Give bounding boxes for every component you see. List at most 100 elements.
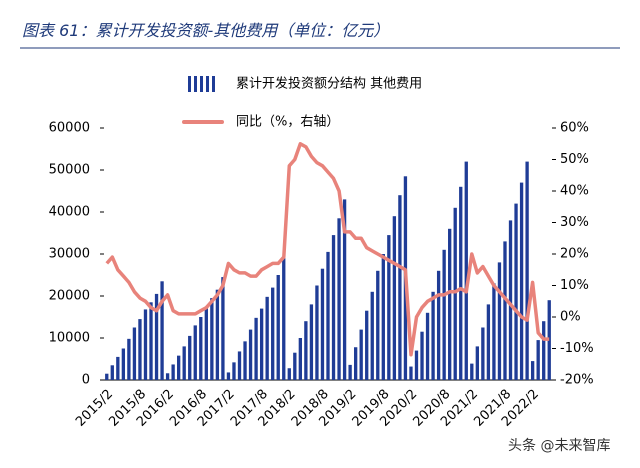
y2-tick-label: 50% <box>560 152 589 167</box>
bar <box>342 199 347 380</box>
bar <box>519 182 524 380</box>
bar <box>232 362 236 380</box>
y2-tick-label: 60% <box>560 121 589 136</box>
bar <box>530 361 535 380</box>
bar <box>204 306 208 380</box>
bar <box>414 350 419 380</box>
y-tick-label: 30000 <box>49 247 90 262</box>
bar <box>143 309 148 380</box>
bar <box>481 327 485 380</box>
bar <box>315 285 319 380</box>
y2-tick-label: -10% <box>560 341 594 356</box>
bar <box>331 235 336 380</box>
bar <box>237 351 242 380</box>
y2-tick-label: 20% <box>560 247 589 262</box>
bar <box>138 319 142 380</box>
bar <box>127 338 131 380</box>
bar <box>359 329 363 380</box>
y-tick-label: 20000 <box>49 289 90 304</box>
bar <box>536 340 540 380</box>
bar <box>309 304 314 380</box>
y-tick-label: 50000 <box>49 163 90 178</box>
bar <box>497 262 502 380</box>
legend-swatch <box>194 76 197 92</box>
bar <box>304 321 308 380</box>
bar <box>514 203 518 380</box>
bar <box>282 258 286 380</box>
bar <box>210 298 214 380</box>
legend-swatch <box>188 76 191 92</box>
bar <box>486 304 491 380</box>
bar <box>420 331 424 380</box>
bar <box>453 207 457 380</box>
bar <box>387 235 391 380</box>
bar <box>132 327 137 380</box>
y-tick-label: 0 <box>82 373 90 388</box>
bar <box>271 287 275 380</box>
legend-label: 同比（%，右轴） <box>236 115 339 130</box>
bar <box>149 302 153 380</box>
bar <box>320 268 325 380</box>
bar <box>154 293 159 380</box>
bar <box>442 249 446 380</box>
bar <box>165 373 170 380</box>
bar <box>243 341 247 380</box>
bar <box>177 355 181 380</box>
bar <box>431 291 435 380</box>
bar <box>254 317 258 380</box>
bar <box>116 356 120 380</box>
bar <box>226 372 231 380</box>
bar <box>221 277 225 380</box>
bar <box>215 289 220 380</box>
bar <box>276 275 280 380</box>
y-tick-label: 40000 <box>49 205 90 220</box>
y2-tick-label: 10% <box>560 278 589 293</box>
bar <box>381 254 385 380</box>
y-tick-label: 60000 <box>49 121 90 136</box>
bar <box>182 346 186 380</box>
chart-title: 图表 61：累计开发投资额-其他费用（单位：亿元） <box>22 21 389 40</box>
bar <box>425 312 430 380</box>
legend-swatch <box>206 76 209 92</box>
bar <box>392 216 397 380</box>
bar <box>326 251 330 380</box>
bar <box>160 281 164 380</box>
bar <box>547 300 551 380</box>
bar <box>348 364 352 380</box>
bar <box>475 346 479 380</box>
bar <box>376 270 380 380</box>
bar <box>265 296 269 380</box>
bar <box>193 325 197 380</box>
bar <box>492 283 496 380</box>
bar <box>337 218 341 380</box>
bar <box>370 291 374 380</box>
bar <box>171 364 175 380</box>
bar <box>470 363 474 380</box>
bar <box>459 186 463 380</box>
line <box>105 142 550 357</box>
bar <box>298 338 303 380</box>
y2-tick-label: 40% <box>560 184 589 199</box>
bar <box>105 373 109 380</box>
bar <box>398 195 402 380</box>
bar <box>448 228 452 380</box>
bar <box>121 348 126 380</box>
bar <box>503 241 507 380</box>
bar <box>508 220 513 380</box>
y2-tick-label: 0% <box>560 310 581 325</box>
bar <box>199 317 203 380</box>
bar <box>464 161 468 380</box>
bar <box>365 310 369 380</box>
bar <box>287 368 291 380</box>
bar <box>259 308 264 380</box>
legend-swatch <box>212 76 215 92</box>
watermark: 头条 @未来智库 <box>508 437 610 454</box>
y-tick-label: 10000 <box>49 331 90 346</box>
y2-tick-label: 30% <box>560 215 589 230</box>
bar <box>188 335 192 380</box>
bar <box>353 347 358 380</box>
y2-tick-label: -20% <box>560 373 594 388</box>
legend-swatch <box>200 76 203 92</box>
bar <box>436 270 441 380</box>
